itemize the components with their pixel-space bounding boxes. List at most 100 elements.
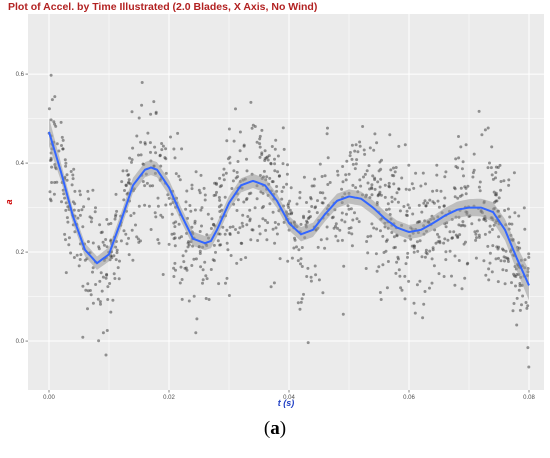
data-point <box>218 232 222 236</box>
data-point <box>512 272 516 276</box>
data-point <box>147 204 151 208</box>
data-point <box>323 174 327 178</box>
data-point <box>160 148 164 152</box>
data-point <box>83 258 87 262</box>
data-point <box>510 222 514 226</box>
data-point <box>235 170 239 174</box>
data-point <box>320 175 324 178</box>
data-point <box>503 209 507 212</box>
data-point <box>296 259 300 263</box>
data-point <box>114 213 118 217</box>
data-point <box>295 245 298 249</box>
data-point <box>410 182 414 186</box>
data-point <box>316 199 319 203</box>
data-point <box>504 249 508 253</box>
data-point <box>444 250 448 254</box>
data-point <box>264 228 268 232</box>
data-point <box>273 221 277 224</box>
data-point <box>273 162 277 166</box>
data-point <box>64 164 68 168</box>
data-point <box>131 146 135 150</box>
data-point <box>221 173 225 177</box>
data-point <box>351 183 355 187</box>
data-point <box>154 112 158 115</box>
data-point <box>60 144 63 147</box>
data-point <box>229 254 233 257</box>
data-point <box>407 279 411 283</box>
data-point <box>73 202 77 206</box>
data-point <box>411 212 415 216</box>
data-point <box>315 211 319 215</box>
data-point <box>390 195 394 199</box>
data-point <box>115 248 119 252</box>
data-point <box>392 166 395 170</box>
data-point <box>489 166 493 170</box>
data-point <box>80 208 84 212</box>
data-point <box>111 298 115 302</box>
data-point <box>347 231 351 235</box>
data-point <box>390 231 394 234</box>
data-point <box>497 235 501 239</box>
data-point <box>462 174 465 178</box>
data-point <box>403 239 407 243</box>
data-point <box>262 205 265 208</box>
data-point <box>418 239 422 243</box>
data-point <box>258 155 262 159</box>
data-point <box>499 180 503 183</box>
data-point <box>488 261 492 265</box>
data-point <box>356 150 360 154</box>
data-point <box>173 225 177 229</box>
data-point <box>274 138 278 142</box>
data-point <box>97 339 101 343</box>
data-point <box>178 178 182 182</box>
data-point <box>478 189 482 193</box>
data-point <box>198 230 202 233</box>
data-point <box>496 280 500 284</box>
data-point <box>444 225 448 229</box>
data-point <box>170 212 174 216</box>
data-point <box>131 258 135 262</box>
data-point <box>428 249 432 253</box>
data-point <box>173 244 177 248</box>
data-point <box>130 158 134 162</box>
data-point <box>86 289 90 293</box>
data-point <box>53 181 57 184</box>
data-point <box>98 279 102 283</box>
data-point <box>448 230 452 234</box>
data-point <box>436 199 440 203</box>
y-tick-label: 0.0 <box>16 339 25 345</box>
data-point <box>180 278 184 281</box>
data-point <box>463 276 467 280</box>
data-point <box>77 264 81 268</box>
data-point <box>290 256 294 260</box>
data-point <box>101 275 105 279</box>
data-point <box>488 161 491 165</box>
data-point <box>515 296 519 300</box>
data-point <box>372 226 376 230</box>
data-point <box>336 239 340 243</box>
data-point <box>299 300 303 304</box>
data-point <box>299 257 303 261</box>
data-point <box>498 163 502 167</box>
data-point <box>173 156 177 160</box>
data-point <box>507 178 511 182</box>
data-point <box>222 167 226 171</box>
data-point <box>77 209 81 212</box>
data-point <box>419 184 423 188</box>
data-point <box>494 165 498 169</box>
data-point <box>212 194 216 197</box>
data-point <box>355 217 359 221</box>
data-point <box>474 232 478 236</box>
data-point <box>394 166 398 169</box>
data-point <box>273 241 277 245</box>
data-point <box>249 238 253 242</box>
data-point <box>61 147 65 151</box>
data-point <box>198 191 202 195</box>
data-point <box>406 251 410 255</box>
data-point <box>143 184 147 188</box>
data-point <box>517 288 521 292</box>
data-point <box>314 273 318 277</box>
data-point <box>438 241 442 245</box>
data-point <box>403 274 407 278</box>
data-point <box>217 282 221 286</box>
